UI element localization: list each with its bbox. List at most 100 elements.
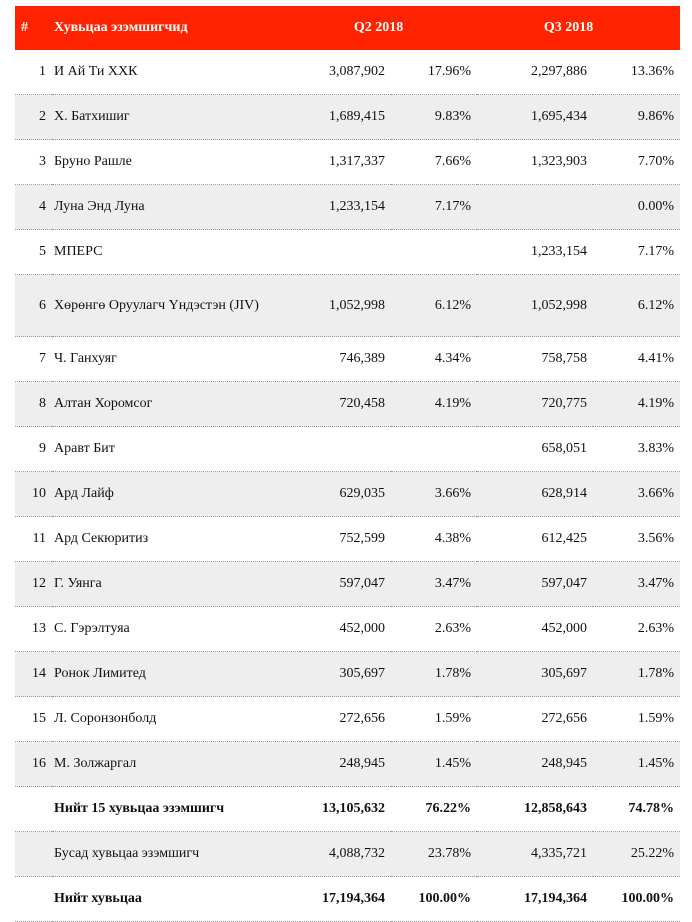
q3-percent: 3.66% — [593, 471, 681, 517]
table-header: # Хувьцаа эзэмшигчид Q2 2018 Q3 2018 — [15, 6, 681, 50]
q3-percent: 3.56% — [593, 516, 681, 562]
row-index: 12 — [15, 561, 52, 607]
shareholder-name: Хөрөнгө Оруулагч Үндэстэн (JIV) — [52, 274, 300, 337]
q2-percent: 76.22% — [391, 786, 478, 832]
shareholder-name: М. Золжаргал — [52, 741, 300, 787]
q3-shares: 612,425 — [477, 516, 594, 562]
q3-percent: 74.78% — [593, 786, 681, 832]
row-index: 10 — [15, 471, 52, 517]
q2-percent: 3.47% — [391, 561, 478, 607]
q2-percent: 4.19% — [391, 381, 478, 427]
q2-percent: 100.00% — [391, 876, 478, 922]
q2-shares: 3,087,902 — [300, 50, 391, 95]
shareholder-name: Алтан Хоромсог — [52, 381, 300, 427]
row-index: 6 — [15, 274, 52, 337]
shareholder-name: Аравт Бит — [52, 426, 300, 472]
shareholder-name: Ард Лайф — [52, 471, 300, 517]
header-index: # — [15, 6, 52, 50]
row-index: 9 — [15, 426, 52, 472]
shareholder-name: МПЕРС — [52, 229, 300, 275]
table-row: 9 Аравт Бит 658,051 3.83% — [15, 426, 681, 472]
q2-shares: 305,697 — [300, 651, 391, 697]
shareholder-name: Х. Батхишиг — [52, 94, 300, 140]
q2-percent: 23.78% — [391, 831, 478, 877]
q2-percent: 2.63% — [391, 606, 478, 652]
row-index: 7 — [15, 336, 52, 382]
q2-shares: 1,052,998 — [300, 274, 391, 337]
q3-percent: 2.63% — [593, 606, 681, 652]
table-row: 4 Луна Энд Луна 1,233,154 7.17% 0.00% — [15, 184, 681, 230]
q3-percent: 3.83% — [593, 426, 681, 472]
shareholder-name: Г. Уянга — [52, 561, 300, 607]
q2-percent: 1.78% — [391, 651, 478, 697]
row-index: 4 — [15, 184, 52, 230]
q3-percent: 13.36% — [593, 50, 681, 95]
q3-percent: 0.00% — [593, 184, 681, 230]
table-row: 10 Ард Лайф 629,035 3.66% 628,914 3.66% — [15, 471, 681, 517]
q2-percent: 4.34% — [391, 336, 478, 382]
q2-shares: 1,233,154 — [300, 184, 391, 230]
q3-percent: 100.00% — [593, 876, 681, 922]
header-shareholders: Хувьцаа эзэмшигчид — [52, 6, 300, 50]
q3-shares: 305,697 — [477, 651, 594, 697]
q2-shares: 452,000 — [300, 606, 391, 652]
q3-shares: 248,945 — [477, 741, 594, 787]
q3-shares: 17,194,364 — [477, 876, 594, 922]
row-index — [15, 786, 52, 832]
q2-percent: 1.59% — [391, 696, 478, 742]
table-row: 14 Ронок Лимитед 305,697 1.78% 305,697 1.78% — [15, 651, 681, 697]
table-row: 8 Алтан Хоромсог 720,458 4.19% 720,775 4.19% — [15, 381, 681, 427]
q3-shares: 1,695,434 — [477, 94, 594, 140]
q2-shares: 4,088,732 — [300, 831, 391, 877]
q3-shares: 720,775 — [477, 381, 594, 427]
table-row: 5 МПЕРС 1,233,154 7.17% — [15, 229, 681, 275]
q3-shares: 628,914 — [477, 471, 594, 517]
row-index: 15 — [15, 696, 52, 742]
q2-shares: 1,689,415 — [300, 94, 391, 140]
q3-percent: 25.22% — [593, 831, 681, 877]
row-index: 3 — [15, 139, 52, 185]
q2-shares: 1,317,337 — [300, 139, 391, 185]
q3-percent: 7.17% — [593, 229, 681, 275]
summary-row: Нийт 15 хувьцаа эзэмшигч 13,105,632 76.22%… — [15, 786, 681, 832]
shareholder-name: Бусад хувьцаа эзэмшигч — [52, 831, 300, 877]
q2-shares: 597,047 — [300, 561, 391, 607]
q3-shares: 658,051 — [477, 426, 594, 472]
shareholder-name: Бруно Рашле — [52, 139, 300, 185]
q2-shares: 629,035 — [300, 471, 391, 517]
q3-percent: 4.19% — [593, 381, 681, 427]
q2-percent: 7.17% — [391, 184, 478, 230]
q3-shares: 452,000 — [477, 606, 594, 652]
summary-row: Бусад хувьцаа эзэмшигч 4,088,732 23.78% 4,3… — [15, 831, 681, 877]
shareholder-name: Л. Соронзонболд — [52, 696, 300, 742]
row-index: 11 — [15, 516, 52, 562]
table-row: 13 С. Гэрэлтуяа 452,000 2.63% 452,000 2.63% — [15, 606, 681, 652]
row-index: 5 — [15, 229, 52, 275]
q2-shares: 248,945 — [300, 741, 391, 787]
row-index: 2 — [15, 94, 52, 140]
q2-percent: 6.12% — [391, 274, 478, 337]
q2-shares: 746,389 — [300, 336, 391, 382]
shareholder-name: Нийт 15 хувьцаа эзэмшигч — [52, 786, 300, 832]
q2-percent — [391, 426, 478, 472]
q2-percent: 9.83% — [391, 94, 478, 140]
q2-percent: 1.45% — [391, 741, 478, 787]
header-q2: Q2 2018 — [300, 6, 478, 50]
q2-shares: 272,656 — [300, 696, 391, 742]
q3-percent: 1.59% — [593, 696, 681, 742]
table-row: 6 Хөрөнгө Оруулагч Үндэстэн (JIV) 1,052,99… — [15, 274, 681, 337]
shareholder-name: Ч. Ганхуяг — [52, 336, 300, 382]
table-row: 2 Х. Батхишиг 1,689,415 9.83% 1,695,434 9.86% — [15, 94, 681, 140]
q2-shares — [300, 229, 391, 275]
table-row: 3 Бруно Рашле 1,317,337 7.66% 1,323,903 7.70% — [15, 139, 681, 185]
row-index: 13 — [15, 606, 52, 652]
q2-percent: 7.66% — [391, 139, 478, 185]
table-row: 15 Л. Соронзонболд 272,656 1.59% 272,656 1.59… — [15, 696, 681, 742]
q2-percent: 3.66% — [391, 471, 478, 517]
q3-percent: 6.12% — [593, 274, 681, 337]
table-row: 7 Ч. Ганхуяг 746,389 4.34% 758,758 4.41% — [15, 336, 681, 382]
row-index — [15, 876, 52, 922]
q3-percent: 1.45% — [593, 741, 681, 787]
q3-percent: 9.86% — [593, 94, 681, 140]
